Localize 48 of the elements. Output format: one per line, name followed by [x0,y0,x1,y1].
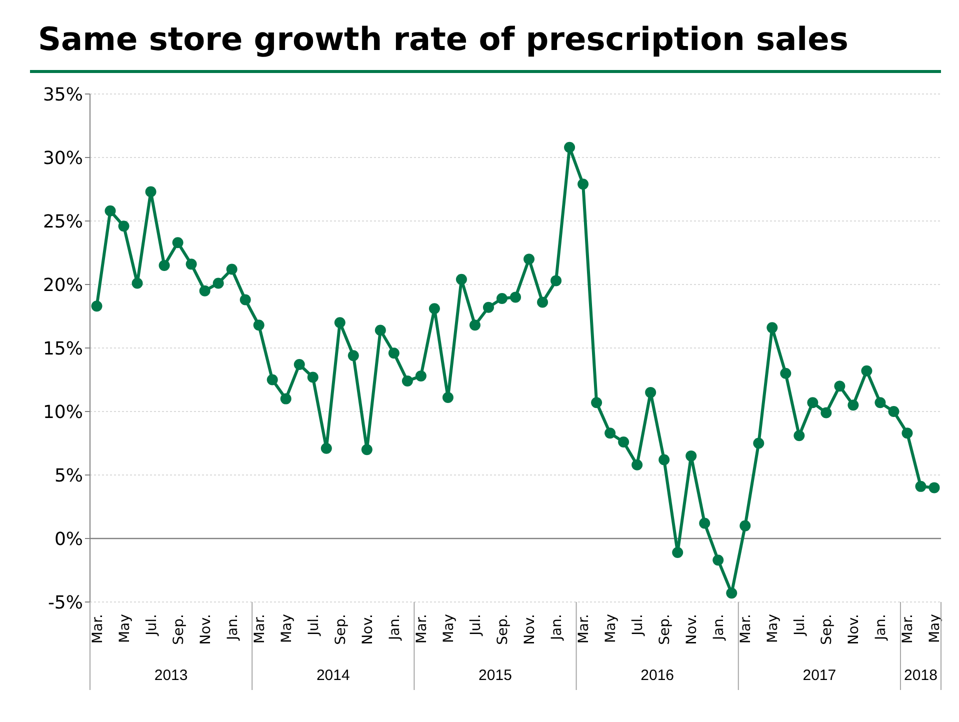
x-tick-label: Mar. [252,614,268,644]
x-tick-label: Jan. [549,614,566,642]
x-tick-label: Jul. [306,614,322,636]
x-tick-label: May [440,614,457,643]
x-tick-label: Jul. [144,614,160,636]
x-tick-label: Jul. [792,614,808,636]
text: 2016 [640,667,674,684]
x-tick-label: Mar. [90,614,106,644]
x-tick-label: May [765,614,782,643]
y-tick-label: 25% [42,211,83,232]
y-tick-label: 20% [42,274,83,296]
x-tick-label: Nov. [522,614,538,645]
x-tick-label: Sep. [332,614,349,645]
y-tick-label: 10% [42,402,83,423]
x-tick-label: Jan. [873,614,890,642]
x-tick-label: Jan. [224,614,241,642]
text: 2017 [802,667,836,684]
x-tick-label: May [278,614,295,643]
x-tick-label: Mar. [576,614,592,644]
y-tick-label: 30% [42,148,83,169]
text: 2015 [478,667,512,684]
text: 2013 [154,667,188,684]
x-tick-label: Jul. [468,614,484,636]
x-tick-label: Mar. [414,614,430,644]
x-tick-label: Jul. [630,614,646,636]
x-tick-label: Nov. [360,614,376,645]
y-tick-label: 15% [42,338,83,360]
y-tick-label: 35% [42,84,83,106]
y-tick-label: 5% [54,465,83,486]
x-tick-label: May [927,614,944,643]
x-tick-label: Sep. [170,614,187,645]
x-tick-label: May [116,614,133,643]
x-tick-label: Nov. [684,614,700,645]
x-tick-label: Sep. [657,614,674,645]
chart-title: Same store growth rate of prescription sales [38,20,848,58]
x-tick-label: May [603,614,620,643]
text: 2018 [904,667,938,684]
x-tick-label: Jan. [711,614,728,642]
y-tick-label: -5% [48,592,83,614]
text: 2014 [316,667,350,684]
x-tick-label: Mar. [738,614,754,644]
y-tick-label: 0% [54,528,83,550]
x-tick-label: Sep. [819,614,836,645]
x-tick-label: Nov. [198,614,214,645]
x-tick-label: Nov. [846,614,862,645]
x-tick-label: Mar. [900,614,916,644]
x-tick-label: Jan. [386,614,403,642]
x-tick-label: Sep. [494,614,511,645]
